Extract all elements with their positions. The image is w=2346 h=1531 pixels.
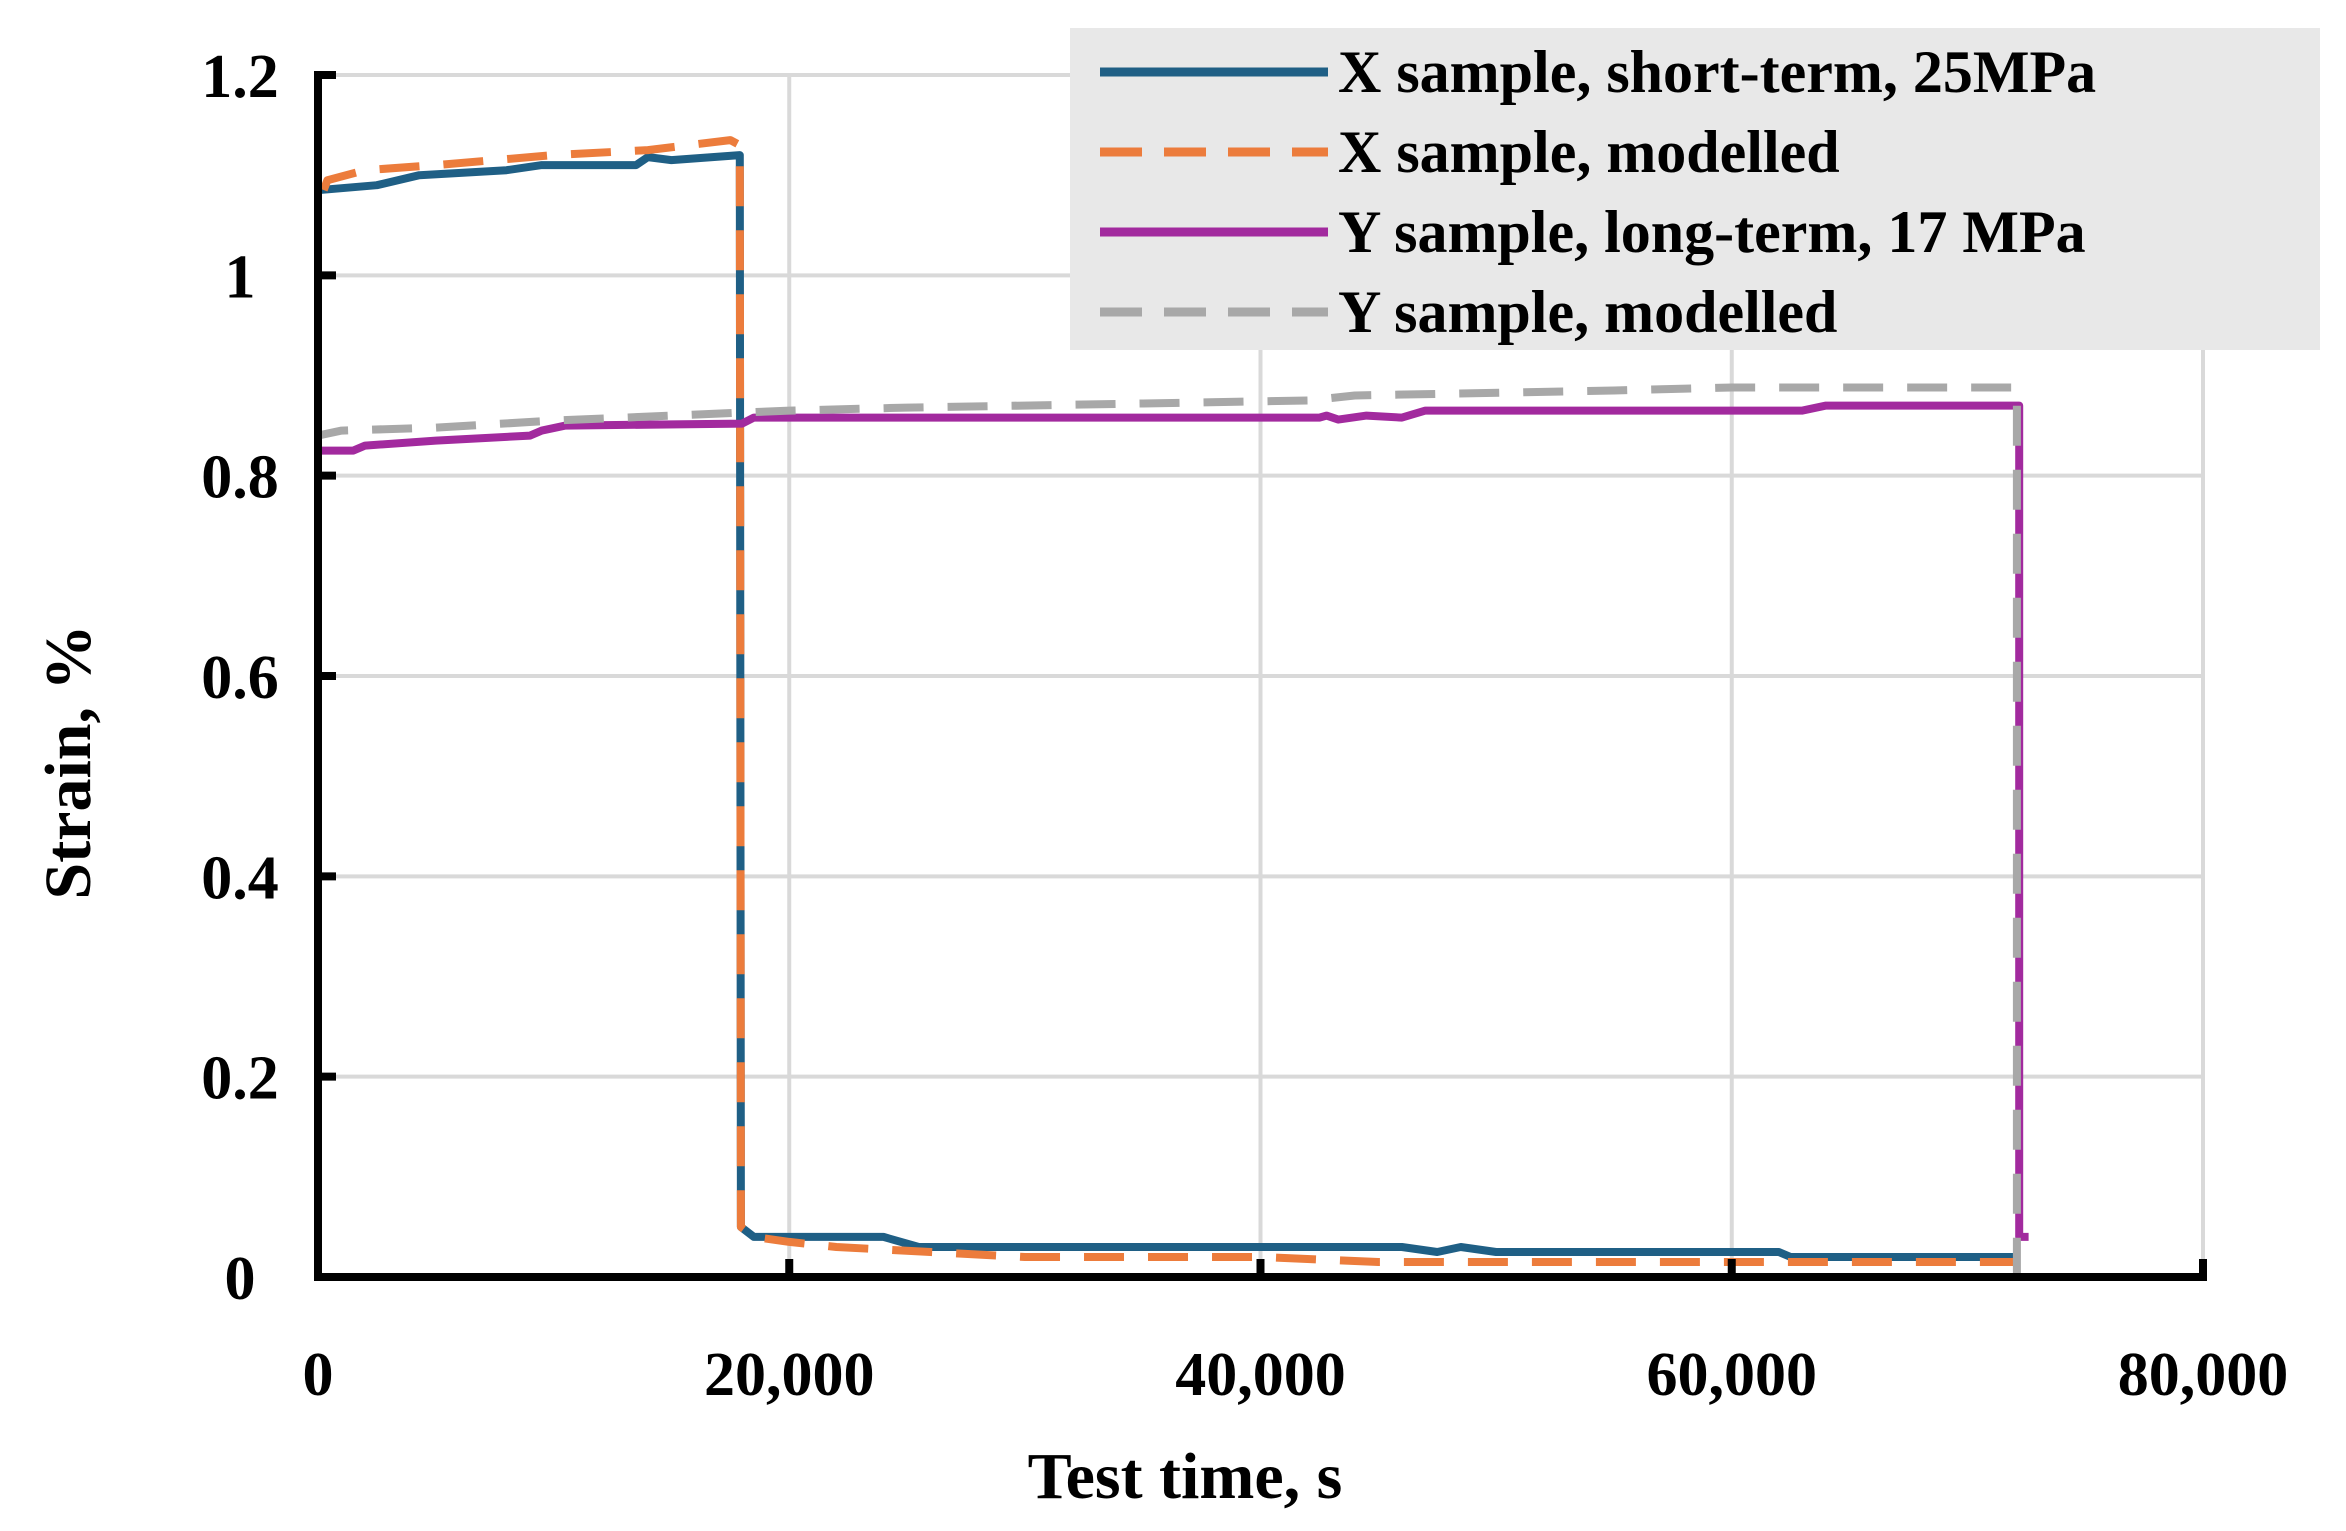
legend-background [1070,28,2320,350]
legend: X sample, short-term, 25MPa X sample, mod… [1070,28,2320,350]
y-axis-title: Strain, % [32,624,105,899]
series-lines [314,136,2029,1277]
series-line-1 [314,136,2015,1277]
y-tick-label-3: 0.6 [201,644,279,712]
y-tick-label-4: 0.8 [201,444,279,512]
legend-label-1: X sample, modelled [1338,119,1840,185]
legend-label-3: Y sample, modelled [1338,279,1837,345]
x-tick-label-2: 40,000 [1175,1341,1346,1409]
axes [314,71,2207,1281]
y-tick-label-6: 1.2 [201,43,279,111]
x-axis-title: Test time, s [1028,1440,1343,1513]
tick-labels: 0 0.2 0.4 0.6 0.8 1 1.2 0 20,000 40,000 60,000 80,0… [201,43,2288,1409]
y-tick-label-0: 0 [225,1245,256,1313]
y-tick-label-2: 0.4 [201,844,279,912]
y-tick-label-1: 0.2 [201,1045,279,1113]
series-line-3 [314,383,2021,1277]
x-tick-label-4: 80,000 [2118,1341,2289,1409]
x-tick-label-3: 60,000 [1647,1341,1818,1409]
legend-label-0: X sample, short-term, 25MPa [1338,39,2096,105]
x-tick-label-1: 20,000 [704,1341,875,1409]
legend-label-2: Y sample, long-term, 17 MPa [1338,199,2086,265]
series-line-2 [314,401,2029,1277]
x-tick-label-0: 0 [303,1341,334,1409]
y-tick-label-5: 1 [225,243,256,311]
